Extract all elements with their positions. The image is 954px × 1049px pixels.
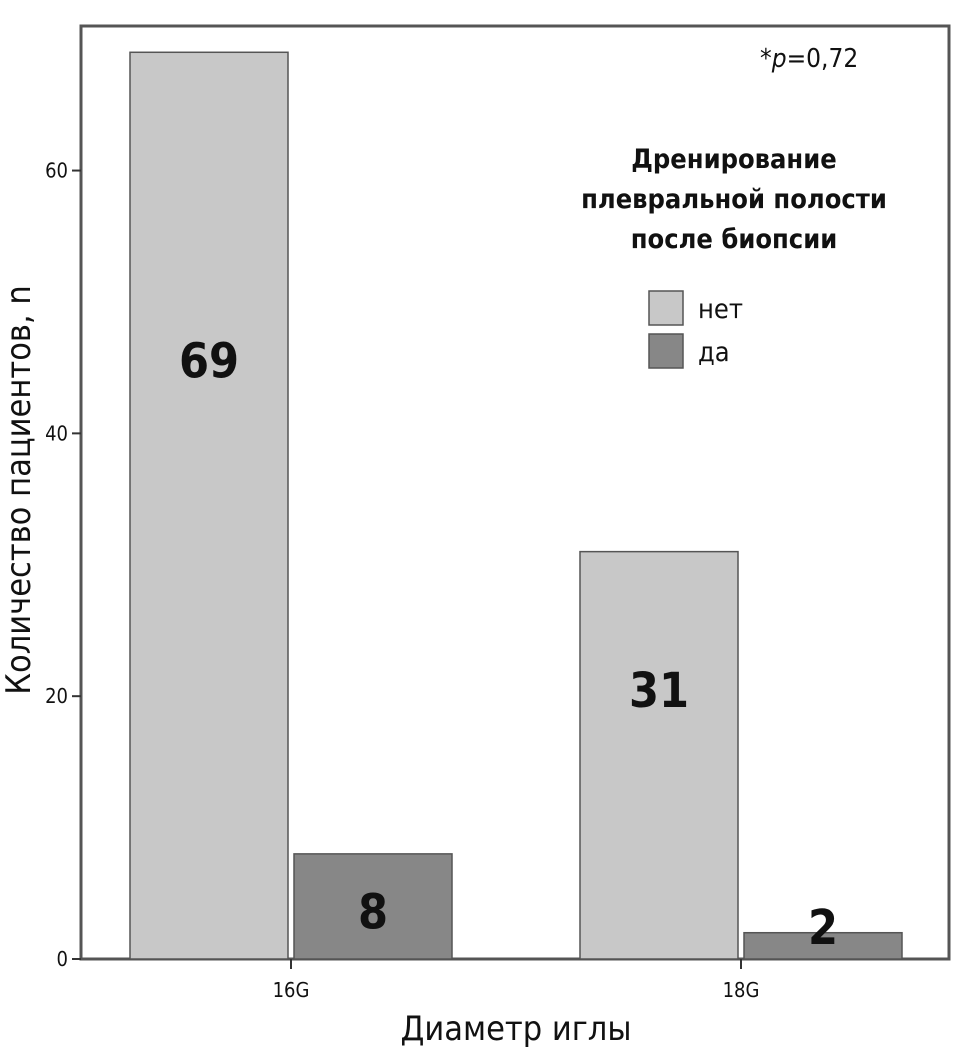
- y-tick-label-1: 20: [45, 684, 68, 708]
- x-tick-label-0: 16G: [273, 978, 310, 1002]
- y-tick-label-3: 60: [45, 159, 68, 183]
- legend-label-net: нет: [698, 294, 743, 325]
- bars: [129, 51, 903, 960]
- bar-label-16G-да: 8: [358, 885, 388, 941]
- legend-title-line-2: плевральной полости: [581, 184, 887, 215]
- p-value-annotation: *p=0,72: [760, 44, 858, 74]
- legend-title-line-3: после биопсии: [631, 224, 838, 255]
- y-tick-label-0: 0: [57, 947, 68, 971]
- bar-label-18G-нет: 31: [629, 663, 689, 719]
- bar-16G-да: [293, 853, 453, 960]
- x-axis-ticks: 16G 18G: [273, 959, 760, 1002]
- legend-swatch-net: [648, 290, 684, 326]
- y-tick-label-2: 40: [45, 421, 68, 445]
- bar-18G-нет: [579, 550, 739, 960]
- x-axis-title: Диаметр иглы: [400, 1009, 631, 1049]
- legend-label-da: да: [698, 337, 730, 368]
- legend: Дренирование плевральной полости после б…: [581, 144, 887, 369]
- x-tick-label-1: 18G: [723, 978, 760, 1002]
- bar-data-labels: 69 8 31 2: [179, 334, 838, 956]
- legend-title-line-1: Дренирование: [631, 144, 836, 175]
- legend-swatch-da: [648, 333, 684, 369]
- bar-18G-да: [743, 931, 903, 960]
- y-axis-ticks: 0 20 40 60: [45, 159, 81, 971]
- bar-label-16G-нет: 69: [179, 334, 239, 390]
- bar-label-18G-да: 2: [808, 900, 838, 956]
- y-axis-title: Количество пациентов, n: [0, 285, 39, 694]
- bar-16G-нет: [129, 51, 289, 960]
